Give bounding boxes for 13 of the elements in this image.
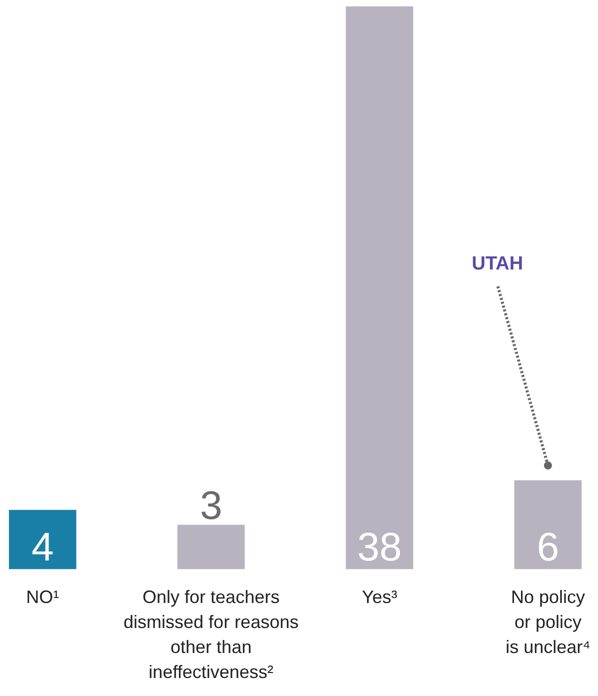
bar	[514, 480, 582, 570]
x-tick-label: NO¹	[26, 586, 60, 607]
data-label: 6	[536, 525, 560, 570]
bar	[346, 6, 414, 570]
bar	[8, 510, 76, 570]
annotation: UTAH	[472, 254, 524, 275]
data-label: 38	[357, 525, 402, 570]
bar	[177, 524, 245, 570]
x-tick-label: Only for teachers dismissed for reasons other than ineffectiveness²	[124, 586, 299, 682]
data-label: 3	[200, 484, 222, 528]
x-tick-label: Yes³	[362, 586, 398, 607]
data-label: 4	[31, 525, 54, 570]
x-tick-label: No policy or policy is unclear⁴	[506, 586, 590, 657]
